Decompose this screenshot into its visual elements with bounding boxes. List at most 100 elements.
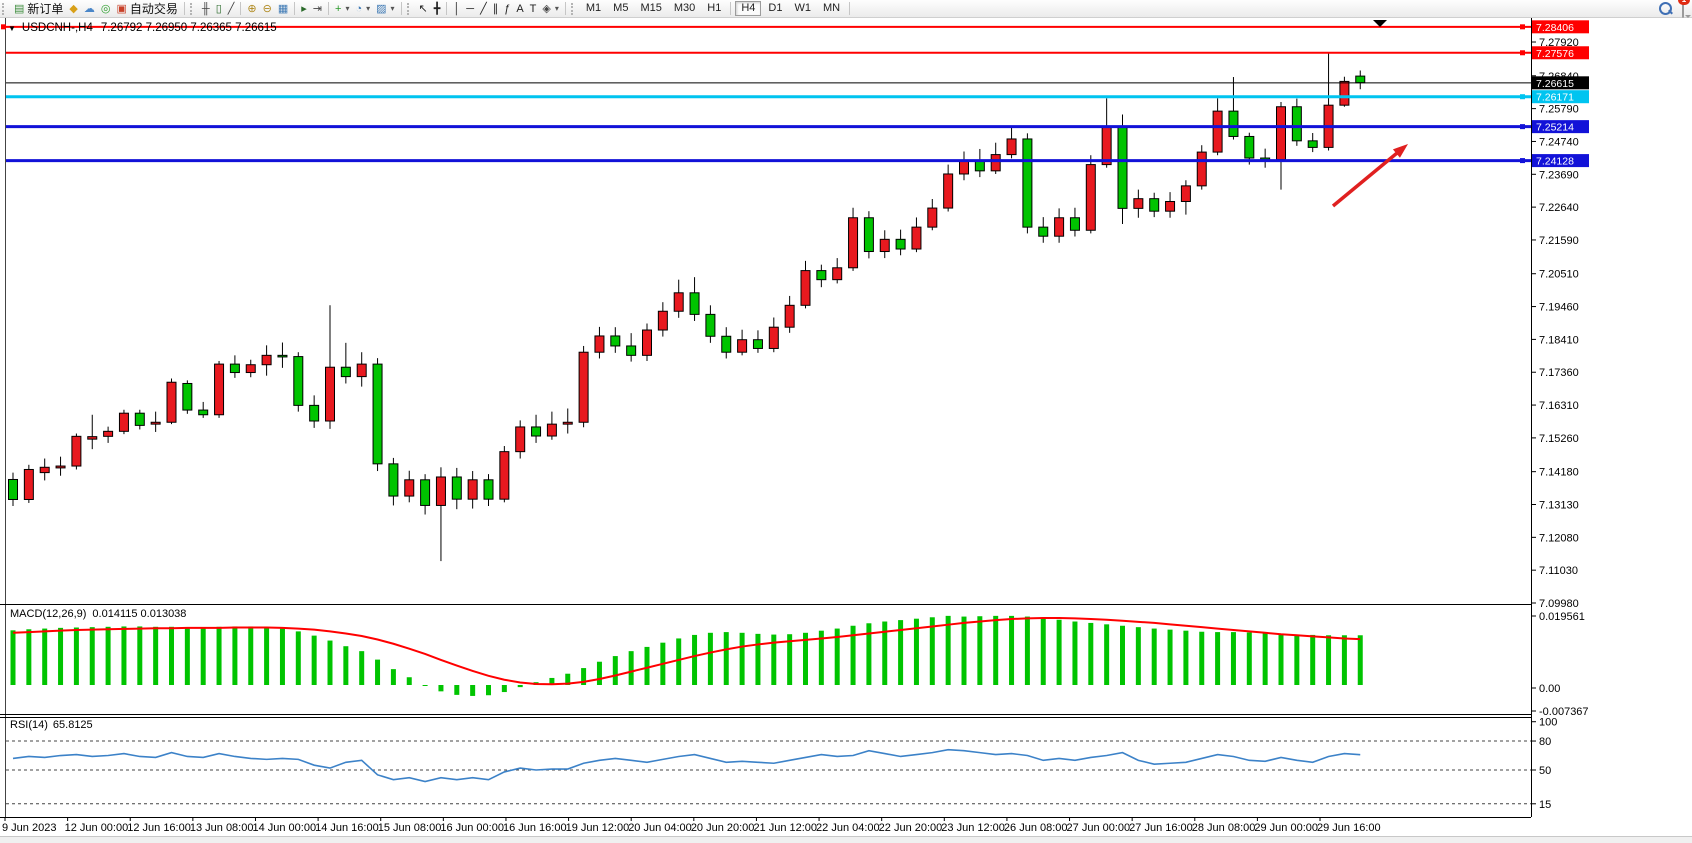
crosshair-tool-button[interactable]: ╋ <box>431 1 444 17</box>
candle <box>689 277 700 321</box>
candle <box>8 472 18 507</box>
candle-body <box>118 412 129 432</box>
candle-body <box>8 478 18 500</box>
timeframe-button-h4[interactable]: H4 <box>735 1 762 16</box>
candle <box>895 229 906 256</box>
toolbar-separator <box>446 2 448 15</box>
candle <box>198 401 209 418</box>
candle <box>784 295 795 333</box>
channel-tool-button[interactable]: ∥ <box>490 1 502 17</box>
timeframe-button-m30[interactable]: M30 <box>673 2 696 14</box>
toolbar-separator <box>183 2 185 15</box>
candle <box>166 378 177 425</box>
macd-histogram-bar <box>105 626 111 685</box>
toolbar-right: 1 <box>1659 0 1692 18</box>
candle-body <box>261 354 272 366</box>
line-anchor-marker[interactable] <box>1520 24 1525 30</box>
fibonacci-tool-button[interactable]: ƒ <box>501 1 513 17</box>
auto-scroll-button[interactable]: ▸ <box>298 1 310 17</box>
chevron-down-icon: ▾ <box>390 4 395 13</box>
candle <box>610 327 621 353</box>
timeframe-button-h1[interactable]: H1 <box>707 2 722 14</box>
trend-arrow-head-icon[interactable] <box>1392 144 1408 158</box>
search-icon[interactable] <box>1659 2 1672 15</box>
vertical-line-tool-button[interactable]: │ <box>450 1 463 17</box>
candle <box>515 420 526 459</box>
line-anchor-marker[interactable] <box>1520 158 1525 164</box>
trend-arrow-shaft[interactable] <box>1331 150 1400 208</box>
macd-histogram-bar <box>1072 621 1078 685</box>
indicators-menu-button[interactable]: + ▾ <box>332 1 352 17</box>
signals-button[interactable]: ◎ <box>98 1 114 17</box>
notifications-button[interactable]: 1 <box>1678 0 1690 18</box>
candle-chart-button[interactable]: ▯ <box>213 1 225 17</box>
candle-body <box>515 426 526 453</box>
candle-body <box>974 160 985 172</box>
price-axis-label: 7.15260 <box>1539 433 1579 445</box>
label-tool-button[interactable]: T <box>527 1 540 17</box>
macd-histogram-bar <box>1230 632 1236 685</box>
zoom-out-button[interactable]: ⊖ <box>260 1 275 17</box>
candle <box>87 414 98 450</box>
price-axis-label: 7.14180 <box>1539 467 1579 479</box>
candle-body <box>435 476 446 506</box>
macd-histogram-bar <box>1294 634 1300 685</box>
candle-body <box>816 270 827 281</box>
candle-body <box>214 363 225 416</box>
macd-histogram-bar <box>406 677 412 685</box>
macd-histogram-bar <box>644 646 650 685</box>
timeframe-button-w1[interactable]: W1 <box>794 2 811 14</box>
candle <box>1339 76 1350 107</box>
candle <box>800 260 811 309</box>
price-axis-label: 7.23690 <box>1539 169 1579 181</box>
current-price-tag <box>1532 76 1589 90</box>
candle <box>356 352 367 387</box>
candle-body <box>309 404 320 422</box>
macd-histogram-bar <box>961 616 967 685</box>
candle <box>816 264 827 288</box>
candle <box>435 467 446 562</box>
chart-shift-marker-icon[interactable] <box>1373 20 1387 27</box>
cursor-tool-button[interactable]: ↖ <box>416 1 431 17</box>
templates-menu-button[interactable]: ▨ ▾ <box>373 1 397 17</box>
timeframe-button-m1[interactable]: M1 <box>585 2 602 14</box>
timeframe-button-d1[interactable]: D1 <box>768 2 783 14</box>
tile-windows-button[interactable]: ▦ <box>275 1 291 17</box>
price-axis-label: 7.11030 <box>1539 565 1578 577</box>
line-anchor-marker[interactable] <box>1520 124 1525 130</box>
chart-shift-button[interactable]: ⇥ <box>310 1 325 17</box>
periods-menu-button[interactable]: ◔ ▾ <box>352 1 373 17</box>
candle-body <box>721 335 732 353</box>
line-anchor-marker[interactable] <box>1 24 6 30</box>
auto-trading-button[interactable]: ▣ 自动交易 <box>114 1 181 17</box>
price-tag-label: 7.26171 <box>1536 92 1574 104</box>
macd-histogram-bar <box>739 632 745 685</box>
community-button[interactable]: ☁ <box>81 1 98 17</box>
candle <box>467 471 478 509</box>
chart-styler-button[interactable]: ◆ <box>66 1 80 17</box>
timeframe-button-m5[interactable]: M5 <box>613 2 629 14</box>
zoom-in-button[interactable]: ⊕ <box>244 1 259 17</box>
new-order-button[interactable]: ▤ 新订单 <box>11 1 66 17</box>
timeframe-button-mn[interactable]: MN <box>822 2 841 14</box>
candle <box>578 345 589 428</box>
time-axis-label: 27 Jun 00:00 <box>1067 822 1131 834</box>
timeframe-button-m15[interactable]: M15 <box>640 2 662 14</box>
candle-body <box>1212 110 1223 153</box>
trendline-tool-button[interactable]: ╱ <box>477 1 490 17</box>
candle <box>451 467 462 510</box>
zoom-in-icon: ⊕ <box>247 2 257 15</box>
time-axis-label: 16 Jun 16:00 <box>503 822 567 834</box>
time-axis-label: 20 Jun 04:00 <box>628 822 692 834</box>
line-chart-button[interactable]: ╱ <box>225 1 238 17</box>
arrows-menu-button[interactable]: ◈ ▾ <box>539 1 561 17</box>
macd-histogram-bar <box>771 634 777 685</box>
horizontal-line-tool-button[interactable]: ─ <box>463 1 477 17</box>
line-anchor-marker[interactable] <box>1520 94 1525 100</box>
bar-chart-button[interactable]: ╫ <box>199 1 213 17</box>
time-axis-label: 21 Jun 12:00 <box>753 822 817 834</box>
line-anchor-marker[interactable] <box>1520 50 1525 56</box>
price-axis-label: 7.17360 <box>1539 367 1579 379</box>
text-tool-button[interactable]: A <box>513 1 526 17</box>
